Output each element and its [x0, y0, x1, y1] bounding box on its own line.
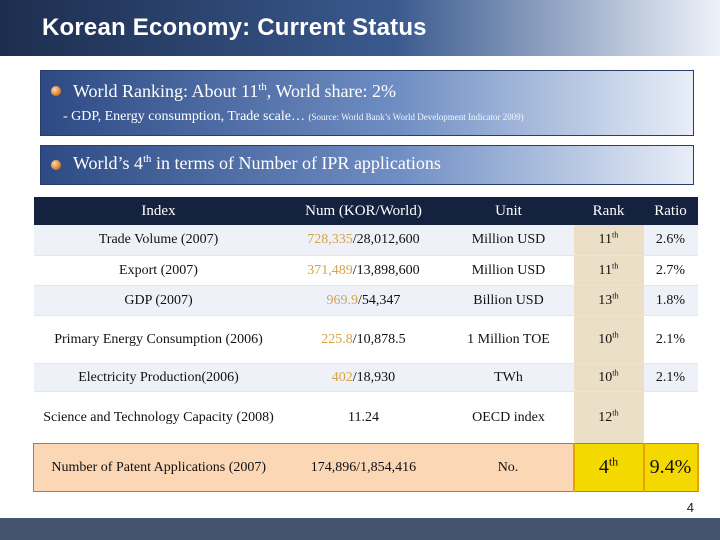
unit-cell: Million USD: [443, 225, 574, 255]
bullet-panel-ranking: World Ranking: About 11th, World share: …: [40, 70, 694, 136]
table-row: Electricity Production(2006) 402/18,930 …: [33, 363, 698, 391]
title-bar: Korean Economy: Current Status: [0, 0, 720, 56]
slide-title: Korean Economy: Current Status: [42, 14, 427, 41]
rank-suffix: th: [611, 230, 619, 240]
kor-value: 371,489: [307, 262, 353, 278]
ratio-cell: [643, 391, 698, 443]
table-row: GDP (2007) 969.9/54,347 Billion USD 13th…: [33, 285, 698, 315]
rank-suffix: th: [612, 329, 619, 339]
ratio-cell: 2.6%: [643, 225, 698, 255]
world-value: /28,012,600: [352, 232, 420, 248]
unit-cell: OECD index: [443, 391, 574, 443]
bullet-text-part: in terms of Number of IPR applications: [151, 153, 441, 173]
index-cell: Science and Technology Capacity (2008): [33, 391, 284, 443]
orange-bullet-icon: [51, 86, 61, 96]
rank-number: 10: [598, 331, 613, 347]
footer-bar: [0, 518, 720, 540]
rank-number: 11: [598, 232, 612, 248]
bullet-text-sup: th: [258, 81, 267, 93]
index-cell: Trade Volume (2007): [33, 225, 284, 255]
rank-cell: 12th: [573, 391, 644, 443]
col-header-unit: Unit: [443, 197, 574, 225]
index-cell: GDP (2007): [33, 285, 284, 315]
rank-number: 10: [598, 369, 613, 385]
ratio-cell: 2.1%: [643, 363, 698, 391]
num-cell: 402/18,930: [283, 363, 444, 391]
col-header-index: Index: [33, 197, 284, 225]
index-cell: Primary Energy Consumption (2006): [33, 315, 284, 363]
bullet-main-text: World Ranking: About 11th, World share: …: [73, 81, 396, 102]
kor-value: 402: [331, 369, 353, 385]
index-cell: Number of Patent Applications (2007): [33, 442, 284, 492]
rank-cell: 11th: [573, 225, 644, 255]
bullet-text-part: World Ranking: About 11: [73, 81, 259, 101]
col-header-ratio: Ratio: [643, 197, 698, 225]
world-value: /54,347: [358, 292, 401, 308]
num-cell: 969.9/54,347: [283, 285, 444, 315]
rank-number: 4: [598, 455, 609, 478]
world-value: /18,930: [352, 369, 396, 385]
rank-number: 12: [598, 409, 613, 425]
col-header-num: Num (KOR/World): [283, 197, 444, 225]
orange-bullet-icon: [51, 160, 61, 170]
world-value: 11.24: [348, 409, 379, 425]
num-cell: 11.24: [283, 391, 444, 443]
unit-cell: No.: [443, 442, 574, 492]
bullet-main-text: World’s 4th in terms of Number of IPR ap…: [73, 153, 441, 174]
kor-value: 969.9: [326, 292, 359, 308]
unit-cell: Billion USD: [443, 285, 574, 315]
num-cell: 728,335/28,012,600: [283, 225, 444, 255]
num-cell: 371,489/13,898,600: [283, 255, 444, 285]
source-note: (Source: World Bank’s World Development …: [308, 112, 524, 122]
rank-cell: 4th: [572, 442, 645, 492]
rank-cell: 11th: [573, 255, 644, 285]
table-row: Trade Volume (2007) 728,335/28,012,600 M…: [33, 225, 698, 255]
ratio-cell: 9.4%: [642, 442, 699, 492]
rank-suffix: th: [608, 453, 619, 468]
rank-cell: 13th: [573, 285, 644, 315]
rank-suffix: th: [612, 407, 619, 417]
index-cell: Electricity Production(2006): [33, 363, 284, 391]
world-value: /10,878.5: [352, 331, 406, 347]
bullet-text-part: World’s 4: [73, 153, 144, 173]
kor-value: 728,335: [307, 232, 353, 248]
bullet-text-sup: th: [143, 153, 152, 165]
table-row-highlight: Number of Patent Applications (2007) 174…: [33, 442, 699, 492]
bullet-panel-ipr: World’s 4th in terms of Number of IPR ap…: [40, 145, 694, 185]
rank-suffix: th: [611, 260, 619, 270]
sub-text: - GDP, Energy consumption, Trade scale…: [63, 109, 309, 124]
ratio-cell: 1.8%: [643, 285, 698, 315]
rank-suffix: th: [612, 367, 619, 377]
kor-value: 225.8: [321, 331, 353, 347]
table-row: Export (2007) 371,489/13,898,600 Million…: [33, 255, 698, 285]
col-header-rank: Rank: [573, 197, 644, 225]
table-row: Primary Energy Consumption (2006) 225.8/…: [33, 315, 698, 363]
rank-suffix: th: [612, 290, 619, 300]
table-row: Science and Technology Capacity (2008) 1…: [33, 391, 698, 443]
page-number: 4: [686, 500, 694, 515]
num-cell: 174,896/1,854,416: [283, 442, 444, 492]
rank-number: 11: [598, 262, 612, 278]
ratio-cell: 2.7%: [643, 255, 698, 285]
table-header-row: Index Num (KOR/World) Unit Rank Ratio: [33, 197, 698, 225]
unit-cell: TWh: [443, 363, 574, 391]
rank-cell: 10th: [573, 315, 644, 363]
num-cell: 225.8/10,878.5: [283, 315, 444, 363]
world-value: 174,896/1,854,416: [310, 459, 417, 475]
bullet-sub-text: - GDP, Energy consumption, Trade scale… …: [63, 109, 524, 125]
ratio-cell: 2.1%: [643, 315, 698, 363]
economy-table: Index Num (KOR/World) Unit Rank Ratio Tr…: [33, 197, 699, 492]
unit-cell: 1 Million TOE: [443, 315, 574, 363]
rank-number: 13: [598, 292, 613, 308]
world-value: /13,898,600: [352, 262, 420, 278]
bullet-text-part: , World share: 2%: [266, 81, 396, 101]
index-cell: Export (2007): [33, 255, 284, 285]
unit-cell: Million USD: [443, 255, 574, 285]
rank-cell: 10th: [573, 363, 644, 391]
